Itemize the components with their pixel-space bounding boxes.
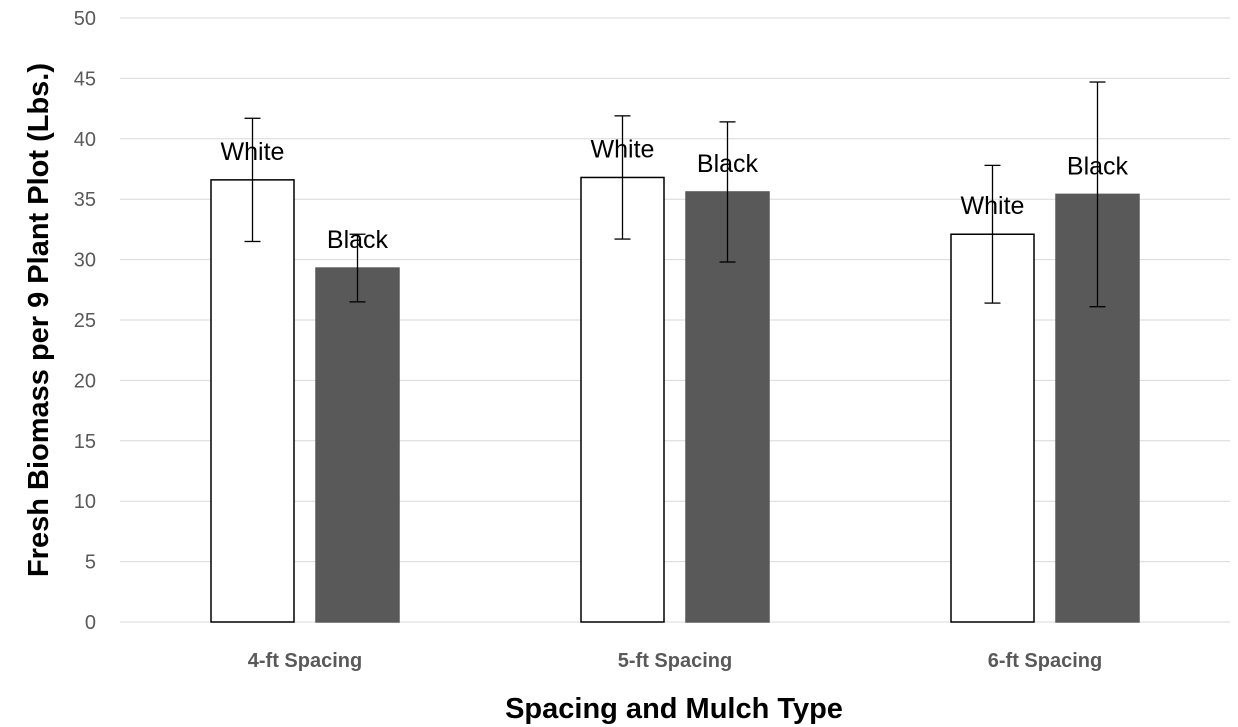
x-axis-title: Spacing and Mulch Type — [505, 693, 843, 725]
x-category-label: 6-ft Spacing — [988, 650, 1102, 672]
error-bar-black-3 — [1089, 81, 1106, 308]
data-label-black-3: Black — [1067, 152, 1129, 180]
error-bar-white-1 — [244, 117, 261, 243]
x-category-label: 5-ft Spacing — [618, 650, 732, 672]
data-label-black-1: Black — [327, 226, 389, 254]
y-tick-label: 45 — [74, 68, 96, 90]
bar-black-1 — [315, 267, 400, 623]
error-bar-white-3 — [984, 164, 1001, 304]
y-tick-label: 5 — [85, 552, 96, 574]
y-tick-label: 50 — [74, 8, 96, 30]
error-bars — [244, 81, 1106, 308]
x-category-label: 4-ft Spacing — [248, 650, 362, 672]
error-bar-black-2 — [719, 121, 736, 263]
y-tick-labels: 0 5 10 15 20 25 30 35 40 45 50 — [74, 8, 96, 634]
data-label-white-2: White — [591, 135, 655, 163]
data-labels: White Black White Black White Black — [221, 135, 1129, 254]
bars — [210, 176, 1140, 623]
y-tick-label: 10 — [74, 491, 96, 513]
bar-white-1 — [210, 179, 295, 623]
y-tick-label: 20 — [74, 370, 96, 392]
data-label-white-1: White — [221, 138, 285, 166]
error-bar-white-2 — [614, 115, 631, 240]
data-label-black-2: Black — [697, 150, 759, 178]
bar-white-2 — [580, 176, 665, 623]
gridlines — [120, 17, 1230, 623]
y-tick-label: 25 — [74, 310, 96, 332]
error-bar-black-1 — [349, 233, 366, 303]
x-category-labels: 4-ft Spacing 5-ft Spacing 6-ft Spacing — [248, 650, 1102, 672]
y-tick-label: 30 — [74, 250, 96, 272]
y-tick-label: 0 — [85, 612, 96, 634]
y-tick-label: 15 — [74, 431, 96, 453]
y-tick-label: 35 — [74, 189, 96, 211]
y-axis-title: Fresh Biomass per 9 Plant Plot (Lbs.) — [23, 63, 55, 577]
y-tick-label: 40 — [74, 129, 96, 151]
data-label-white-3: White — [961, 192, 1025, 220]
bar-black-2 — [685, 191, 770, 623]
